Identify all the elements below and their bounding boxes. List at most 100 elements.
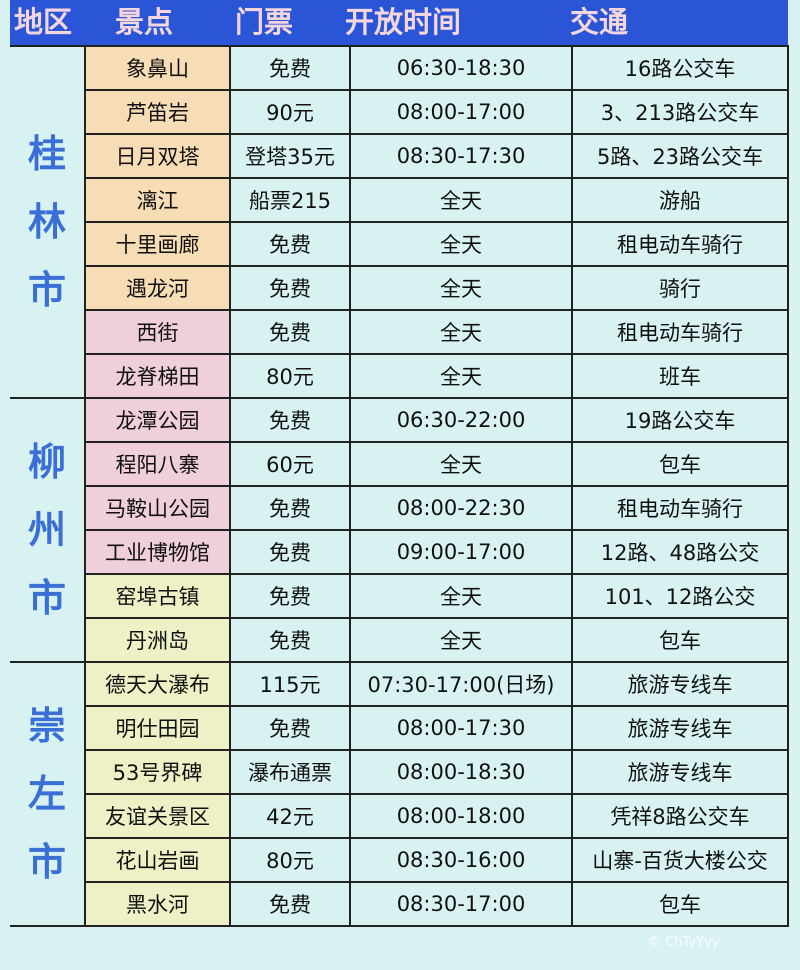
ticket-price: 免费 [229,265,351,311]
transport: 包车 [571,617,789,663]
opening-hours: 全天 [349,309,573,355]
header-transport: 交通 [570,5,629,39]
region-cell: 崇左市 [10,661,86,927]
opening-hours: 全天 [349,177,573,223]
header-region: 地区 [14,5,73,39]
attraction-name: 工业博物馆 [84,529,231,575]
table-row: 漓江 船票215 全天 游船 [10,177,789,223]
region-char: 市 [27,840,66,884]
transport: 租电动车骑行 [571,485,789,531]
attraction-name: 芦笛岩 [84,89,231,135]
table-row: 芦笛岩 90元 08:00-17:00 3、213路公交车 [10,89,789,135]
attraction-name: 窑埠古镇 [84,573,231,619]
ticket-price: 免费 [229,397,351,443]
ticket-price: 瀑布通票 [229,749,351,795]
opening-hours: 全天 [349,573,573,619]
ticket-price: 免费 [229,617,351,663]
header-ticket: 门票 [235,5,294,39]
table-row: 十里画廊 免费 全天 租电动车骑行 [10,221,789,267]
table-row: 53号界碑 瀑布通票 08:00-18:30 旅游专线车 [10,749,789,795]
ticket-price: 免费 [229,881,351,927]
table-row: 日月双塔 登塔35元 08:30-17:30 5路、23路公交车 [10,133,789,179]
opening-hours: 08:30-17:30 [349,133,573,179]
attraction-name: 花山岩画 [84,837,231,883]
region-cell: 桂林市 [10,45,86,399]
attraction-name: 象鼻山 [84,45,231,91]
header-attraction: 景点 [115,5,174,39]
transport: 游船 [571,177,789,223]
region-char: 崇 [27,704,66,748]
opening-hours: 06:30-18:30 [349,45,573,91]
opening-hours: 08:00-17:00 [349,89,573,135]
transport: 12路、48路公交 [571,529,789,575]
ticket-price: 免费 [229,529,351,575]
ticket-price: 42元 [229,793,351,839]
transport: 101、12路公交 [571,573,789,619]
region-char: 市 [27,268,66,312]
table-row: 崇左市德天大瀑布 115元 07:30-17:00(日场) 旅游专线车 [10,661,789,927]
ticket-price: 免费 [229,573,351,619]
ticket-price: 船票215 [229,177,351,223]
opening-hours: 08:30-17:00 [349,881,573,927]
ticket-price: 免费 [229,45,351,91]
table-row: 柳州市龙潭公园 免费 06:30-22:00 19路公交车 [10,397,789,663]
transport: 租电动车骑行 [571,221,789,267]
table-row: 花山岩画 80元 08:30-16:00 山寨-百货大楼公交 [10,837,789,883]
region-char: 市 [27,576,66,620]
table-row: 窑埠古镇 免费 全天 101、12路公交 [10,573,789,619]
watermark: © ChTyYyy [648,935,720,950]
attraction-name: 黑水河 [84,881,231,927]
ticket-price: 免费 [229,705,351,751]
region-char: 林 [27,200,66,244]
table-row: 马鞍山公园 免费 08:00-22:30 租电动车骑行 [10,485,789,531]
table-row: 桂林市象鼻山 免费 06:30-18:30 16路公交车 [10,45,789,399]
transport: 3、213路公交车 [571,89,789,135]
attraction-name: 日月双塔 [84,133,231,179]
table-row: 丹洲岛 免费 全天 包车 [10,617,789,663]
attraction-name: 明仕田园 [84,705,231,751]
ticket-price: 80元 [229,837,351,883]
table-row: 程阳八寨 60元 全天 包车 [10,441,789,487]
ticket-price: 免费 [229,485,351,531]
opening-hours: 08:00-17:30 [349,705,573,751]
attraction-name: 十里画廊 [84,221,231,267]
ticket-price: 115元 [229,661,351,707]
opening-hours: 06:30-22:00 [349,397,573,443]
region-char: 柳 [27,440,66,484]
opening-hours: 全天 [349,353,573,399]
opening-hours: 全天 [349,265,573,311]
transport: 旅游专线车 [571,661,789,707]
attraction-name: 西街 [84,309,231,355]
transport: 凭祥8路公交车 [571,793,789,839]
ticket-price: 80元 [229,353,351,399]
transport: 19路公交车 [571,397,789,443]
region-char: 左 [27,772,66,816]
opening-hours: 07:30-17:00(日场) [349,661,573,707]
opening-hours: 08:00-18:30 [349,749,573,795]
region-char: 州 [27,508,66,552]
attraction-name: 龙脊梯田 [84,353,231,399]
table-row: 西街 免费 全天 租电动车骑行 [10,309,789,355]
region-cell: 柳州市 [10,397,86,663]
transport: 班车 [571,353,789,399]
table-row: 友谊关景区 42元 08:00-18:00 凭祥8路公交车 [10,793,789,839]
attraction-name: 马鞍山公园 [84,485,231,531]
table-row: 龙脊梯田 80元 全天 班车 [10,353,789,399]
attractions-table: 桂林市象鼻山 免费 06:30-18:30 16路公交车 芦笛岩 90元 08:00-17:… [10,45,789,927]
opening-hours: 08:00-22:30 [349,485,573,531]
table-row: 遇龙河 免费 全天 骑行 [10,265,789,311]
transport: 山寨-百货大楼公交 [571,837,789,883]
table-header: 地区 景点 门票 开放时间 交通 [10,0,788,45]
transport: 骑行 [571,265,789,311]
attraction-name: 漓江 [84,177,231,223]
transport: 租电动车骑行 [571,309,789,355]
opening-hours: 08:30-16:00 [349,837,573,883]
opening-hours: 09:00-17:00 [349,529,573,575]
region-char: 桂 [27,132,66,176]
ticket-price: 60元 [229,441,351,487]
ticket-price: 免费 [229,309,351,355]
table-row: 黑水河 免费 08:30-17:00 包车 [10,881,789,927]
attraction-name: 友谊关景区 [84,793,231,839]
transport: 16路公交车 [571,45,789,91]
ticket-price: 90元 [229,89,351,135]
